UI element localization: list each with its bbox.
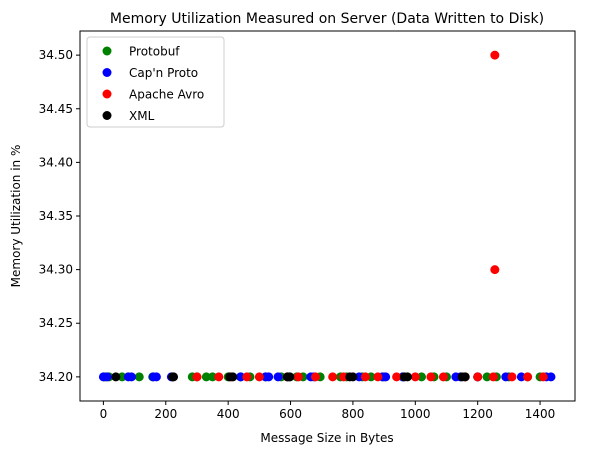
y-axis-ticks: 34.20 34.25 34.30 34.35 34.40 34.45 34.50	[39, 48, 80, 384]
point-protobuf	[117, 372, 127, 382]
point-apache-avro	[392, 372, 402, 382]
legend-label-apache-avro: Apache Avro	[129, 88, 204, 102]
data-points	[98, 50, 556, 382]
x-tick-label: 200	[154, 407, 177, 421]
legend-label-cap-n-proto: Cap'n Proto	[129, 66, 198, 80]
point-protobuf	[417, 372, 427, 382]
point-apache-avro	[360, 372, 370, 382]
point-apache-avro	[410, 372, 420, 382]
y-tick-label: 34.25	[39, 316, 73, 330]
point-apache-avro	[438, 372, 448, 382]
point-protobuf	[134, 372, 144, 382]
point-xml	[460, 372, 470, 382]
x-axis-label: Message Size in Bytes	[260, 431, 393, 445]
point-cap-n-proto	[102, 372, 112, 382]
x-axis-ticks: 0 200 400 600 800 1000 1200 1400	[100, 401, 556, 421]
point-cap-n-proto	[546, 372, 556, 382]
point-apache-avro	[373, 372, 383, 382]
point-apache-avro	[192, 372, 202, 382]
x-tick-label: 1400	[525, 407, 556, 421]
point-xml	[228, 372, 238, 382]
point-apache-avro	[328, 372, 338, 382]
point-apache-avro	[310, 372, 320, 382]
legend-label-xml: XML	[129, 109, 155, 123]
point-apache-avro	[488, 372, 498, 382]
legend-marker-apache-avro	[102, 89, 112, 99]
chart-title: Memory Utilization Measured on Server (D…	[110, 11, 544, 27]
legend-marker-protobuf	[102, 46, 112, 56]
y-tick-label: 34.20	[39, 370, 73, 384]
point-apache-avro	[293, 372, 303, 382]
point-cap-n-proto	[381, 372, 391, 382]
point-cap-n-proto	[354, 372, 364, 382]
point-apache-avro	[490, 265, 500, 275]
legend-label-protobuf: Protobuf	[129, 45, 180, 59]
point-cap-n-proto	[273, 372, 283, 382]
point-protobuf	[201, 372, 211, 382]
point-protobuf	[482, 372, 492, 382]
x-tick-label: 0	[100, 407, 108, 421]
point-apache-avro	[242, 372, 252, 382]
point-apache-avro	[254, 372, 264, 382]
point-xml	[111, 372, 121, 382]
point-apache-avro	[507, 372, 517, 382]
point-cap-n-proto	[151, 372, 161, 382]
point-cap-n-proto	[236, 372, 246, 382]
legend: Protobuf Cap'n Proto Apache Avro XML	[86, 36, 225, 128]
x-tick-label: 400	[217, 407, 240, 421]
legend-frame	[86, 36, 225, 128]
point-cap-n-proto	[126, 372, 136, 382]
y-tick-label: 34.30	[39, 263, 73, 277]
point-apache-avro	[339, 372, 349, 382]
point-apache-avro	[490, 50, 500, 60]
point-xml	[285, 372, 295, 382]
point-apache-avro	[473, 372, 483, 382]
y-tick-label: 34.45	[39, 102, 73, 116]
point-cap-n-proto	[501, 372, 511, 382]
legend-marker-cap-n-proto	[102, 68, 112, 77]
point-apache-avro	[523, 372, 533, 382]
point-apache-avro	[426, 372, 436, 382]
point-xml	[403, 372, 413, 382]
x-tick-label: 1200	[462, 407, 493, 421]
point-apache-avro	[214, 372, 224, 382]
y-axis-label: Memory Utilization in %	[9, 145, 23, 288]
point-xml	[348, 372, 358, 382]
point-apache-avro	[538, 372, 548, 382]
point-xml	[169, 372, 179, 382]
point-cap-n-proto	[264, 372, 274, 382]
x-tick-label: 800	[341, 407, 364, 421]
y-tick-label: 34.35	[39, 209, 73, 223]
x-tick-label: 1000	[400, 407, 431, 421]
y-tick-label: 34.50	[39, 48, 73, 62]
legend-marker-xml	[102, 111, 112, 120]
point-cap-n-proto	[516, 372, 526, 382]
y-tick-label: 34.40	[39, 155, 73, 169]
point-protobuf	[208, 372, 218, 382]
x-tick-label: 600	[279, 407, 302, 421]
